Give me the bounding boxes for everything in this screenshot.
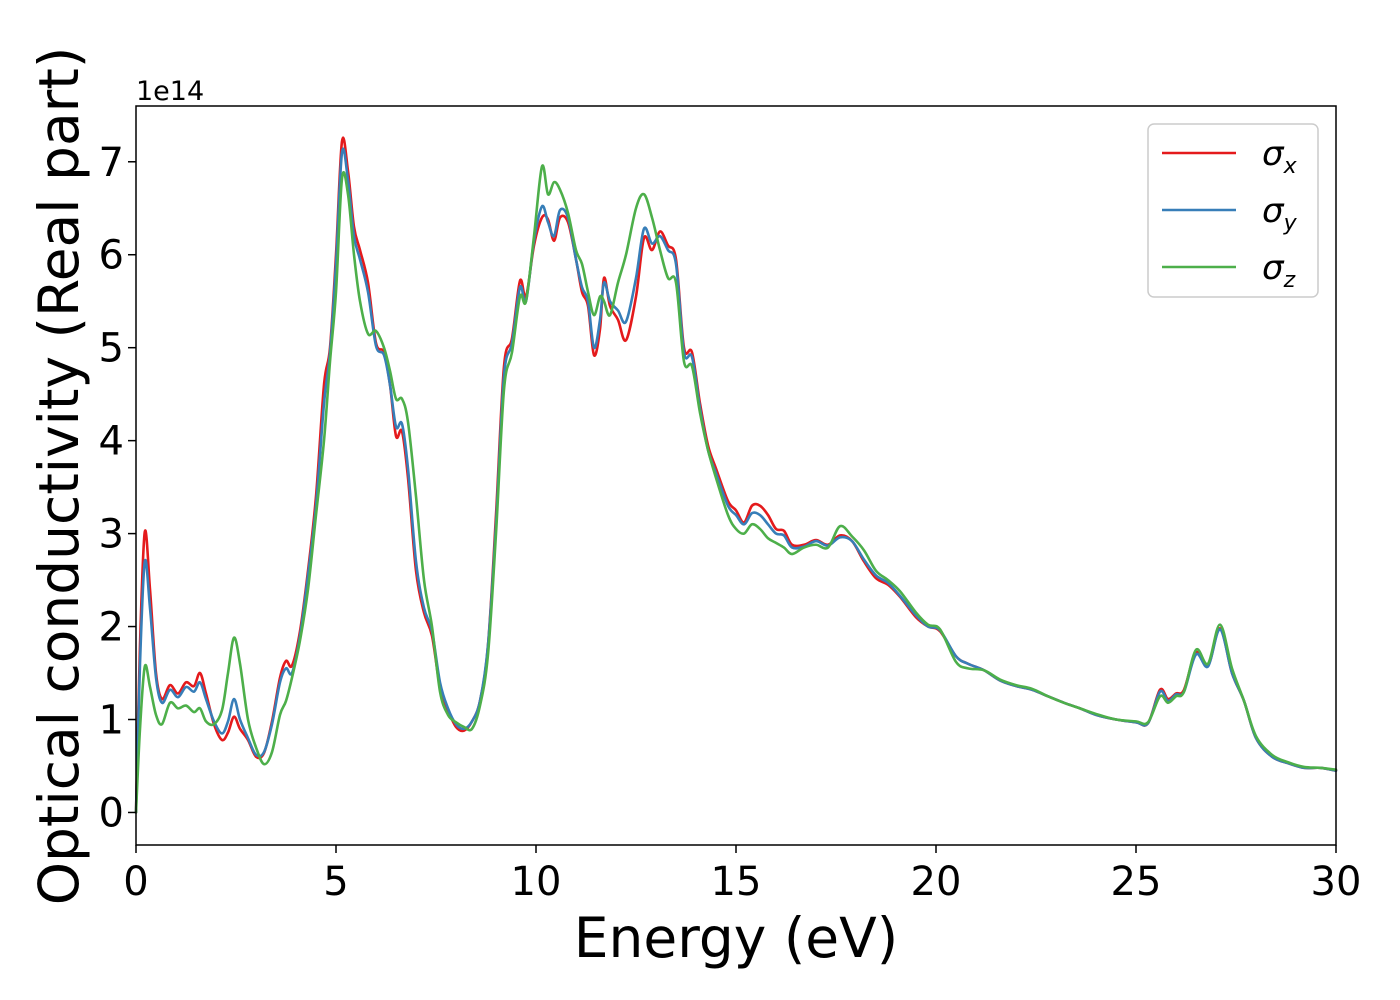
y-tick-label: 2: [99, 605, 124, 651]
x-tick-label: 10: [511, 859, 562, 905]
y-tick-label: 3: [99, 512, 124, 558]
x-tick-label: 25: [1111, 859, 1162, 905]
y-tick-label: 1: [99, 698, 124, 744]
x-axis-ticks: 0 5 10 15 20 25 30: [123, 845, 1361, 905]
legend-label-y: σy: [1262, 191, 1298, 236]
y-tick-label: 5: [99, 326, 124, 372]
x-tick-label: 15: [711, 859, 762, 905]
x-tick-label: 20: [911, 859, 962, 905]
legend-label-z: σz: [1262, 248, 1296, 293]
legend: σx σy σz: [1147, 123, 1319, 298]
y-axis-ticks: 0 1 2 3 4 5 6 7: [99, 140, 136, 836]
x-tick-label: 0: [123, 859, 148, 905]
y-tick-label: 6: [99, 233, 124, 279]
legend-items: σx σy σz: [1162, 134, 1298, 293]
y-tick-label: 4: [99, 419, 124, 465]
y-tick-label: 0: [99, 790, 124, 836]
y-axis-title: Optical conductivity (Real part): [27, 47, 91, 906]
series-line-z: [134, 164, 1338, 814]
x-tick-label: 5: [323, 859, 348, 905]
x-tick-label: 30: [1311, 859, 1362, 905]
x-axis-title: Energy (eV): [574, 906, 898, 970]
legend-label-x: σx: [1262, 134, 1298, 179]
y-tick-label: 7: [99, 140, 124, 186]
y-axis-offset-label: 1e14: [136, 76, 204, 107]
series-lines: [134, 136, 1338, 814]
